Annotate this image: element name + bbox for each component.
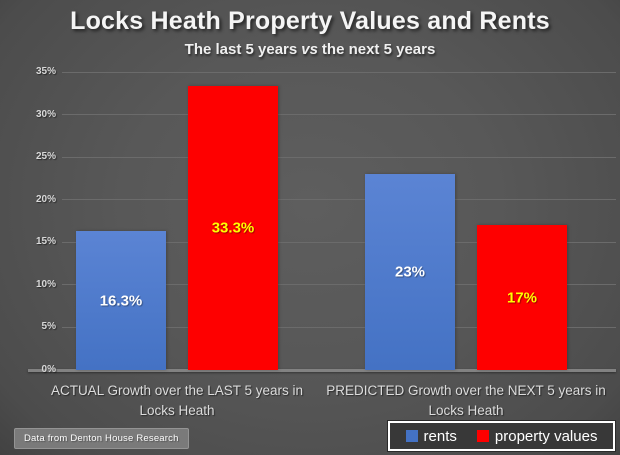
subtitle-vs: vs <box>301 41 318 58</box>
legend-label: property values <box>494 427 598 445</box>
y-axis-tick-label: 25% <box>35 151 56 163</box>
bar-data-label: 16.3% <box>99 292 143 310</box>
legend-item-rents: rents <box>405 427 457 445</box>
gridline-35% <box>62 71 616 73</box>
y-axis-tick-label: 30% <box>35 108 56 120</box>
legend-label: rents <box>423 427 457 445</box>
bar-property-values-predicted: 17% <box>477 225 567 370</box>
gridline-25% <box>62 156 616 158</box>
chart-legend: rents property values <box>388 421 615 451</box>
x-axis-line <box>28 369 616 372</box>
gridline-30% <box>62 114 616 116</box>
category-label-actual: ACTUAL Growth over the LAST 5 years in L… <box>22 381 332 420</box>
data-source-text: Data from Denton House Research <box>24 433 179 444</box>
bar-data-label: 23% <box>394 263 426 281</box>
gridline-10% <box>62 284 616 286</box>
y-axis-tick-label: 20% <box>35 193 56 205</box>
category-label-line: ACTUAL Growth over the LAST 5 years in <box>50 383 304 398</box>
y-axis-tick-label: 5% <box>41 321 56 333</box>
y-axis-tick-label: 15% <box>35 236 56 248</box>
chart-title: Locks Heath Property Values and Rents <box>70 7 550 35</box>
bar-rents-actual: 16.3% <box>76 231 166 370</box>
category-label-predicted: PREDICTED Growth over the NEXT 5 years i… <box>311 381 620 420</box>
bar-rents-predicted: 23% <box>365 174 455 370</box>
gridline-5% <box>62 326 616 328</box>
category-label-line: PREDICTED Growth over the NEXT 5 years i… <box>326 383 606 398</box>
bar-data-label: 33.3% <box>211 219 255 237</box>
category-label-line: Locks Heath <box>139 402 215 418</box>
chart-subtitle: The last 5 years vs the next 5 years <box>0 41 620 58</box>
bar-data-label: 17% <box>506 289 538 307</box>
y-axis-tick-label: 0% <box>41 364 56 375</box>
data-source-badge: Data from Denton House Research <box>14 428 189 449</box>
subtitle-text-after: the next 5 years <box>321 41 436 58</box>
y-axis-tick-label: 10% <box>35 278 56 290</box>
bar-property-values-actual: 33.3% <box>188 86 278 370</box>
gridline-20% <box>62 199 616 201</box>
category-label-line: Locks Heath <box>428 402 504 418</box>
subtitle-text-before: The last 5 years <box>184 41 298 58</box>
legend-swatch-rents <box>405 430 418 442</box>
legend-item-property-values: property values <box>476 427 598 445</box>
gridline-15% <box>62 241 616 243</box>
legend-swatch-property-values <box>476 430 489 442</box>
y-axis-tick-label: 35% <box>35 66 56 77</box>
